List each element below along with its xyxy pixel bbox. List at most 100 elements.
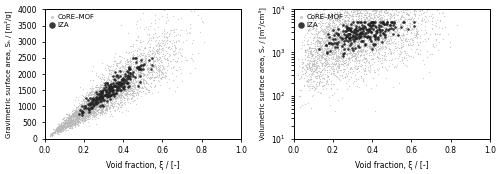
CoRE–MOF — [80, 117, 88, 120]
CoRE–MOF — [346, 46, 354, 49]
CoRE–MOF — [56, 126, 64, 129]
CoRE–MOF — [84, 112, 92, 115]
CoRE–MOF — [360, 61, 368, 63]
CoRE–MOF — [384, 34, 392, 37]
CoRE–MOF — [400, 45, 407, 48]
CoRE–MOF — [137, 73, 145, 75]
CoRE–MOF — [387, 8, 395, 11]
CoRE–MOF — [118, 73, 126, 76]
CoRE–MOF — [400, 25, 407, 27]
CoRE–MOF — [322, 87, 330, 89]
CoRE–MOF — [330, 22, 338, 25]
CoRE–MOF — [136, 67, 144, 70]
CoRE–MOF — [315, 49, 323, 51]
CoRE–MOF — [410, 27, 418, 30]
CoRE–MOF — [409, 19, 417, 22]
CoRE–MOF — [132, 99, 140, 101]
IZA — [132, 56, 140, 59]
CoRE–MOF — [318, 75, 326, 77]
CoRE–MOF — [318, 62, 326, 65]
CoRE–MOF — [130, 90, 138, 92]
CoRE–MOF — [96, 88, 104, 90]
CoRE–MOF — [154, 51, 162, 54]
CoRE–MOF — [92, 103, 100, 106]
CoRE–MOF — [69, 112, 77, 115]
CoRE–MOF — [352, 58, 360, 61]
CoRE–MOF — [320, 49, 328, 52]
CoRE–MOF — [358, 33, 366, 36]
CoRE–MOF — [111, 75, 119, 78]
CoRE–MOF — [94, 100, 102, 103]
CoRE–MOF — [328, 14, 336, 17]
IZA — [381, 30, 389, 32]
CoRE–MOF — [304, 38, 312, 41]
CoRE–MOF — [313, 81, 321, 84]
CoRE–MOF — [150, 79, 158, 82]
CoRE–MOF — [330, 30, 338, 32]
CoRE–MOF — [72, 113, 80, 116]
CoRE–MOF — [376, 30, 384, 33]
CoRE–MOF — [119, 86, 127, 89]
CoRE–MOF — [416, 37, 424, 39]
CoRE–MOF — [108, 90, 116, 93]
CoRE–MOF — [126, 67, 134, 70]
CoRE–MOF — [58, 126, 66, 129]
CoRE–MOF — [399, 19, 407, 22]
CoRE–MOF — [154, 52, 162, 54]
CoRE–MOF — [139, 39, 147, 42]
CoRE–MOF — [330, 52, 338, 54]
CoRE–MOF — [357, 8, 365, 11]
CoRE–MOF — [355, 43, 363, 46]
CoRE–MOF — [118, 94, 126, 97]
CoRE–MOF — [368, 8, 376, 11]
CoRE–MOF — [302, 64, 310, 67]
CoRE–MOF — [90, 105, 98, 108]
CoRE–MOF — [137, 69, 145, 71]
CoRE–MOF — [66, 116, 74, 119]
CoRE–MOF — [418, 9, 426, 11]
CoRE–MOF — [344, 24, 352, 26]
IZA — [140, 63, 148, 66]
CoRE–MOF — [114, 107, 122, 110]
IZA — [352, 33, 360, 36]
CoRE–MOF — [131, 83, 139, 86]
CoRE–MOF — [137, 40, 145, 43]
CoRE–MOF — [340, 43, 348, 46]
IZA — [369, 23, 377, 26]
CoRE–MOF — [410, 8, 418, 11]
CoRE–MOF — [360, 56, 368, 59]
CoRE–MOF — [326, 104, 334, 107]
CoRE–MOF — [71, 122, 79, 125]
CoRE–MOF — [341, 61, 349, 64]
CoRE–MOF — [104, 107, 112, 110]
CoRE–MOF — [348, 8, 356, 11]
CoRE–MOF — [344, 45, 352, 48]
CoRE–MOF — [160, 30, 168, 33]
CoRE–MOF — [322, 57, 330, 60]
CoRE–MOF — [348, 32, 356, 35]
CoRE–MOF — [390, 23, 398, 26]
CoRE–MOF — [54, 127, 62, 130]
CoRE–MOF — [111, 83, 119, 85]
CoRE–MOF — [77, 110, 85, 113]
CoRE–MOF — [341, 45, 349, 47]
CoRE–MOF — [112, 86, 120, 89]
CoRE–MOF — [156, 18, 164, 21]
CoRE–MOF — [334, 38, 342, 41]
CoRE–MOF — [83, 109, 91, 112]
CoRE–MOF — [356, 32, 364, 35]
CoRE–MOF — [150, 77, 158, 80]
CoRE–MOF — [72, 113, 80, 116]
CoRE–MOF — [340, 20, 348, 22]
CoRE–MOF — [328, 38, 336, 41]
CoRE–MOF — [105, 106, 113, 109]
CoRE–MOF — [312, 59, 320, 61]
CoRE–MOF — [136, 54, 144, 57]
CoRE–MOF — [344, 44, 352, 46]
CoRE–MOF — [309, 65, 317, 68]
CoRE–MOF — [336, 11, 344, 14]
CoRE–MOF — [140, 73, 148, 76]
CoRE–MOF — [82, 94, 90, 97]
CoRE–MOF — [416, 35, 424, 37]
CoRE–MOF — [69, 120, 77, 122]
